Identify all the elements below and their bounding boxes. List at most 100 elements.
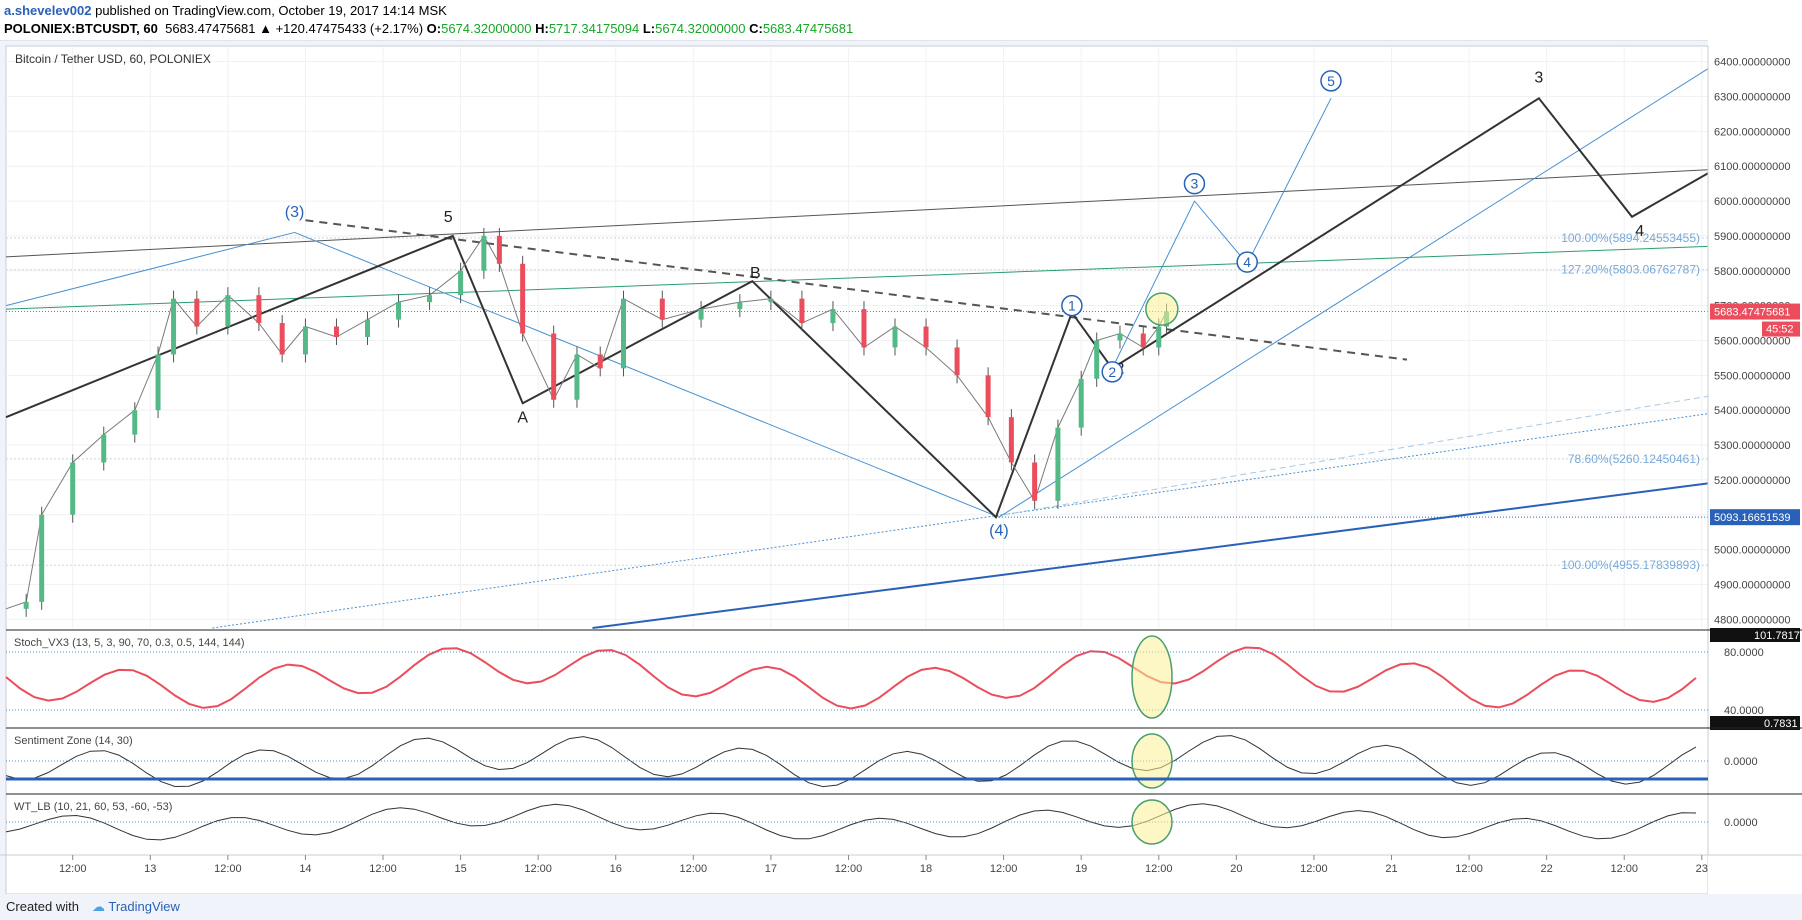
footer: Created with ☁ TradingView [0,894,1802,920]
fib-level-label: 78.60%(5260.12450461) [1568,452,1700,466]
candle-body [551,333,557,400]
y-tick-label: 6000.00000000 [1714,196,1790,208]
low-label: L: [642,21,656,36]
candle-body [861,309,867,348]
candle-body [194,298,200,327]
circled-wave-label: 1 [1068,298,1076,314]
countdown-label: 45:52 [1766,324,1794,336]
y-tick-label: 6200.00000000 [1714,126,1790,138]
y-tick-label: 5900.00000000 [1714,231,1790,243]
x-tick-label: 18 [920,863,932,875]
candle-body [1140,333,1146,348]
alt-wave-path [1111,98,1332,369]
publish-info: published on TradingView.com, October 19… [95,3,447,18]
circled-wave-label: 2 [1108,364,1116,380]
circled-wave-label: 4 [1243,254,1251,270]
candle-body [302,326,308,355]
countdown-bg [1762,321,1800,337]
candle-body [458,270,464,296]
candle-body [737,302,743,310]
candle-body [698,309,704,320]
x-tick-label: 12:00 [524,863,552,875]
x-tick-label: 12:00 [835,863,863,875]
indicator-highlight [1131,733,1173,789]
author-link[interactable]: a.shevelev002 [4,3,92,18]
support-badge-bg [1710,509,1800,526]
candle-body [799,298,805,324]
price-axis[interactable]: 4800.00000000 4900.00000000 5000.00000000 5… [1707,40,1802,894]
candle-body [597,354,603,369]
circled-wave-label: 3 [1191,176,1199,192]
candle-body [39,514,45,602]
upper-channel-line [5,169,1709,258]
symbol-label[interactable]: POLONIEX:BTCUSDT, 60 [4,21,158,36]
x-tick-label: 15 [454,863,466,875]
x-tick-label: 16 [610,863,622,875]
light-dashed-line [1003,395,1709,516]
chart-title: Bitcoin / Tether USD, 60, POLONIEX [15,52,211,66]
wave-label: 5 [444,209,453,226]
price-series [5,227,1170,617]
support-badge: 5093.16651539 [1714,512,1790,524]
candle-body [496,235,502,264]
candle-body [1156,326,1162,348]
candle-body [1117,333,1123,341]
indicator-badge: 0.7831 [1764,718,1798,730]
y-tick-label: 5500.00000000 [1714,370,1790,382]
time-axis[interactable]: 12:00 13 12:00 14 12:00 15 12:00 16 12:00 17 12:00… [0,854,1802,875]
candle-body [481,235,487,271]
wave-label: (4) [989,523,1009,540]
candle-body [333,326,339,337]
alt-channel-line [998,68,1709,518]
ohlc-line: POLONIEX:BTCUSDT, 60 5683.47475681 ▲ +12… [4,21,853,36]
candle-body [396,302,402,320]
wave-circle [1320,70,1342,92]
wave-circle [1101,361,1123,383]
wave-label: A [517,409,528,426]
indicator-badge-bg [1710,628,1800,642]
x-tick-label: 21 [1385,863,1397,875]
y-tick-label: 6400.00000000 [1714,57,1790,69]
candle-body [620,298,626,369]
y-tick-label: 5600.00000000 [1714,335,1790,347]
circled-wave-label: 5 [1327,73,1335,89]
x-tick-label: 17 [765,863,777,875]
x-tick-label: 19 [1075,863,1087,875]
candle-body [892,326,898,348]
cloud-icon: ☁ [92,899,105,914]
indicator-name: Stoch_VX3 (13, 5, 3, 90, 70, 0.3, 0.5, 1… [14,637,245,649]
open-label: O: [426,21,442,36]
open-value: 5674.32000000 [441,21,532,36]
candle-body [171,298,177,355]
wave-circle [1236,251,1258,273]
last-price-badge-bg [1710,303,1800,320]
price-grid [6,46,1708,628]
x-tick-label: 12:00 [680,863,708,875]
indicator-line [5,803,1697,841]
indicator-highlight [1131,799,1173,845]
y-tick-label: 4900.00000000 [1714,579,1790,591]
x-tick-label: 12:00 [214,863,242,875]
x-tick-label: 12:00 [990,863,1018,875]
indicator-line [5,646,1697,710]
candle-body [23,601,29,609]
indicator-name: Sentiment Zone (14, 30) [14,735,133,747]
x-tick-label: 20 [1230,863,1242,875]
candle-body [101,434,107,463]
tradingview-logo[interactable]: ☁ TradingView [92,899,180,915]
y-tick-label: 6100.00000000 [1714,161,1790,173]
candle-body [279,323,285,355]
candle-body [985,375,991,418]
candle-body [1094,340,1100,379]
y-tick-label: 5000.00000000 [1714,545,1790,557]
candle-body [923,326,929,348]
wave-circle [1183,172,1206,195]
candle-body [574,354,580,400]
indicator-badge: 101.7817 [1754,630,1800,642]
y-tick-label: 6300.00000000 [1714,92,1790,104]
low-value: 5674.32000000 [655,21,746,36]
y-tick-label: 5300.00000000 [1714,440,1790,452]
high-label: H: [535,21,549,36]
highlight-ellipse [1145,292,1179,326]
chart-canvas[interactable]: Bitcoin / Tether USD, 60, POLONIEX 100.0… [0,40,1802,894]
